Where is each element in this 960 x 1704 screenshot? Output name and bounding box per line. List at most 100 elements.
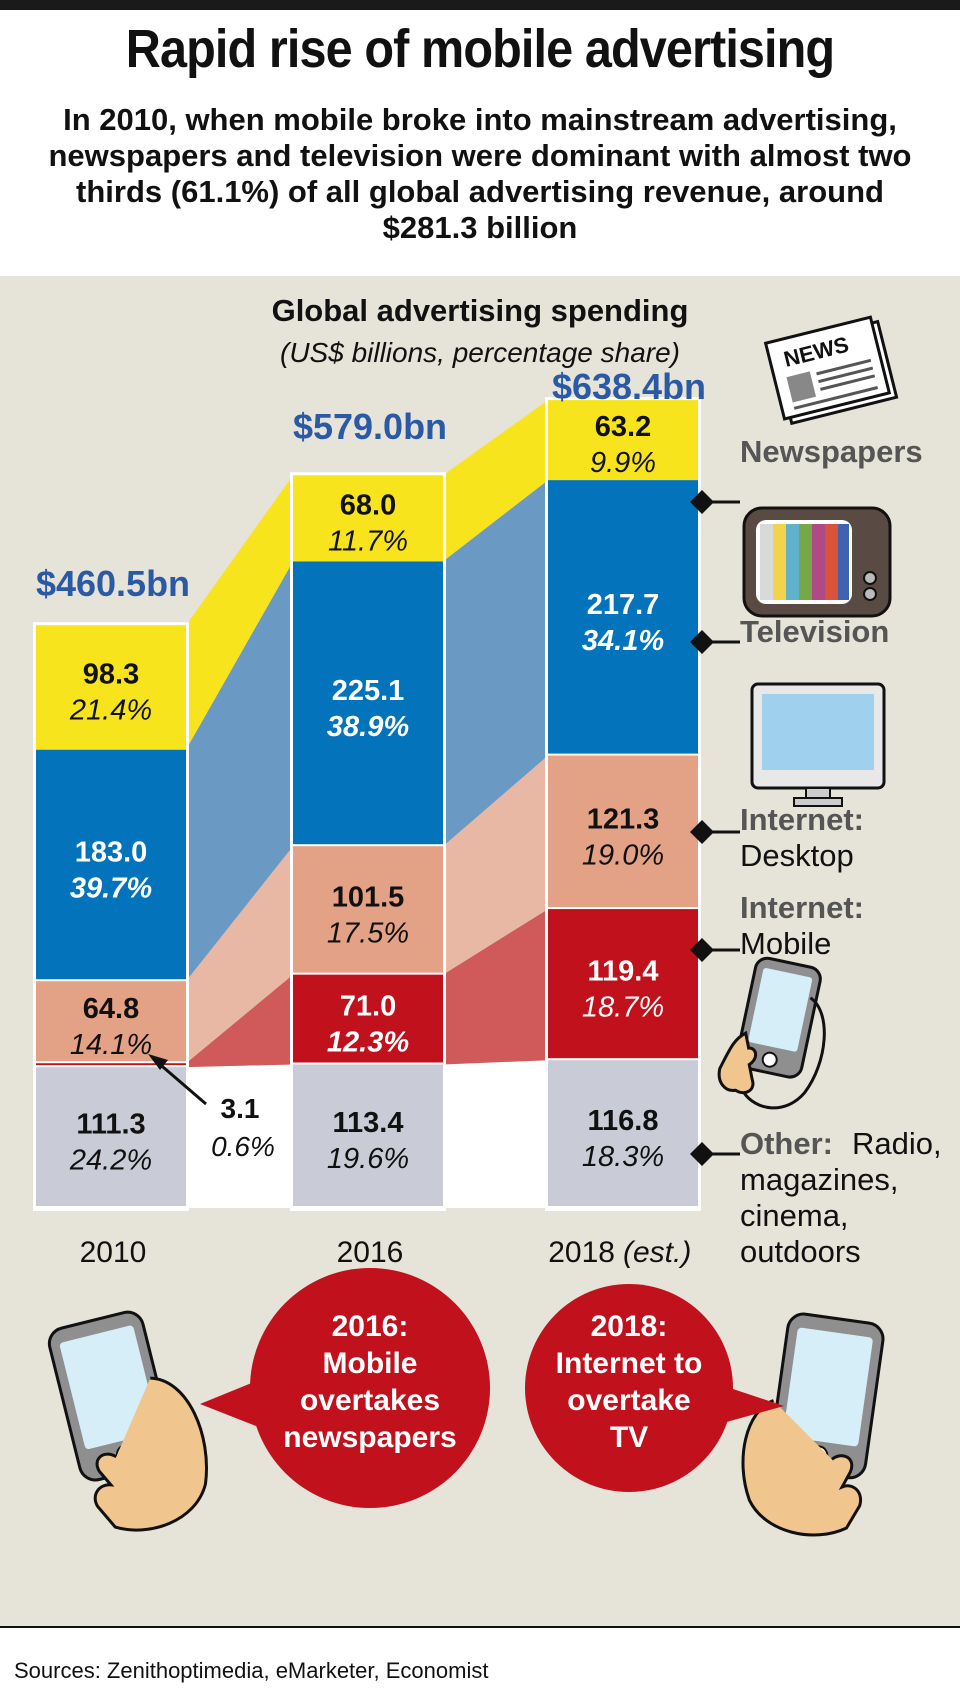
value-label-desktop-2016: 101.5 xyxy=(332,881,405,913)
pointer-desktop-diamond xyxy=(690,820,714,844)
value-label-other-2018: 116.8 xyxy=(588,1105,659,1137)
segment-labels: 111.3 24.2% 64.8 14.1% 183.0 39.7% 98.3 21.4% 11… xyxy=(69,411,664,1176)
newspaper-icon: NEWS xyxy=(763,315,899,426)
total-label-2018: $638.4bn xyxy=(552,366,706,407)
pct-label-newspapers-2016: 11.7% xyxy=(328,525,408,557)
total-label-2016: $579.0bn xyxy=(293,406,447,447)
pct-label-other-2010: 24.2% xyxy=(69,1145,152,1177)
sources-text: Sources: Zenithoptimedia, eMarketer, Eco… xyxy=(14,1658,489,1683)
value-label-mobile-2016: 71.0 xyxy=(340,991,396,1023)
flow-newspapers-2016-2018 xyxy=(443,400,548,562)
footer: Sources: Zenithoptimedia, eMarketer, Eco… xyxy=(0,1626,960,1704)
year-label-2010: 2010 xyxy=(80,1236,147,1269)
pointer-newspapers-diamond xyxy=(690,490,714,514)
pct-label-other-2016: 19.6% xyxy=(327,1143,409,1175)
flow-other-2016-2018 xyxy=(443,1060,548,1208)
year-note-2018: (est.) xyxy=(623,1236,691,1269)
pct-label-tv-2010: 39.7% xyxy=(70,872,152,904)
mobile-2010-value: 3.1 xyxy=(221,1093,260,1124)
legend-desktop: Desktop xyxy=(740,838,854,873)
value-label-newspapers-2016: 68.0 xyxy=(340,489,396,521)
legend-other-head: Other: xyxy=(740,1126,833,1161)
bar-mobile-2016 xyxy=(293,974,443,1063)
svg-text:overtake: overtake xyxy=(567,1384,690,1417)
pct-label-tv-2018: 34.1% xyxy=(582,625,664,657)
flow-desktop-2010-2016 xyxy=(186,846,293,1064)
flow-tv-2010-2016 xyxy=(186,561,293,982)
pct-label-newspapers-2010: 21.4% xyxy=(69,694,152,726)
pct-label-newspapers-2018: 9.9% xyxy=(590,447,656,479)
mobile-2010-pointer xyxy=(155,1059,207,1106)
year-label-2016: 2016 xyxy=(337,1236,404,1269)
value-label-mobile-2018: 119.4 xyxy=(588,956,659,988)
legend-desktop-head: Internet: xyxy=(740,802,864,837)
bar-mobile-2018 xyxy=(548,909,698,1059)
bar-other-2016 xyxy=(293,1064,443,1206)
legend-mobile: Mobile xyxy=(740,926,831,961)
value-label-other-2016: 113.4 xyxy=(333,1107,404,1139)
pointer-other-diamond xyxy=(690,1142,714,1166)
value-label-other-2010: 111.3 xyxy=(76,1109,145,1141)
flow-tv-2016-2018 xyxy=(443,480,548,847)
flow-desktop-2016-2018 xyxy=(443,755,548,975)
svg-text:2016:: 2016: xyxy=(332,1310,409,1343)
callout-2016: 2016: Mobile overtakes newspapers xyxy=(200,1268,490,1508)
legend-other-1: Radio, xyxy=(852,1126,942,1161)
value-label-tv-2010: 183.0 xyxy=(75,836,148,868)
bar-desktop-2010 xyxy=(36,981,186,1062)
pointer-mobile-diamond xyxy=(690,938,714,962)
pointer-television-diamond xyxy=(690,630,714,654)
legend-other-4: outdoors xyxy=(740,1234,861,1269)
bars xyxy=(33,397,701,1211)
flow-newspapers-2010-2016 xyxy=(186,475,293,750)
chart-panel: Global advertising spending (US$ billion… xyxy=(0,276,960,1626)
mobile-2010-pct: 0.6% xyxy=(211,1131,275,1162)
desktop-monitor-icon xyxy=(750,682,886,807)
value-label-desktop-2018: 121.3 xyxy=(587,803,660,835)
bar-tv-2010 xyxy=(36,749,186,980)
legend-newspapers: Newspapers xyxy=(740,434,923,469)
top-rule xyxy=(0,0,960,10)
svg-text:Mobile: Mobile xyxy=(323,1347,418,1380)
year-label-2018: 2018 xyxy=(548,1236,615,1269)
svg-text:Internet to: Internet to xyxy=(556,1347,703,1380)
legend-other-3: cinema, xyxy=(740,1198,849,1233)
page-subtitle: In 2010, when mobile broke into mainstre… xyxy=(48,102,912,245)
svg-text:overtakes: overtakes xyxy=(300,1384,440,1417)
pct-label-desktop-2018: 19.0% xyxy=(582,839,664,871)
chart-title: Global advertising spending xyxy=(272,293,689,328)
bar-newspapers-2010 xyxy=(36,625,186,750)
value-label-tv-2018: 217.7 xyxy=(587,589,660,621)
bar-other-2018 xyxy=(548,1060,698,1206)
flow-bands xyxy=(186,400,548,1208)
legend-pointers xyxy=(690,490,740,1166)
bar-tv-2018 xyxy=(548,480,698,754)
pct-label-tv-2016: 38.9% xyxy=(327,711,409,743)
total-label-2010: $460.5bn xyxy=(36,563,190,604)
bar-desktop-2016 xyxy=(293,846,443,973)
chart-subtitle: (US$ billions, percentage share) xyxy=(280,337,680,368)
bar-tv-2016 xyxy=(293,561,443,845)
phone-in-hand-right-icon xyxy=(741,1312,885,1537)
value-label-newspapers-2010: 98.3 xyxy=(83,658,139,690)
mobile-2010-pointer-head xyxy=(148,1054,168,1070)
pct-label-desktop-2016: 17.5% xyxy=(327,917,409,949)
bar-newspapers-2018 xyxy=(548,400,698,481)
legend-television: Television xyxy=(740,614,889,649)
pct-label-desktop-2010: 14.1% xyxy=(70,1029,152,1061)
pct-label-mobile-2018: 18.7% xyxy=(582,992,664,1024)
callout-2018: 2018: Internet to overtake TV xyxy=(525,1284,784,1492)
stacked-bar-chart: Global advertising spending (US$ billion… xyxy=(33,293,942,1537)
phone-in-hand-left-icon xyxy=(47,1310,208,1532)
bar-newspapers-2016 xyxy=(293,475,443,562)
bar-desktop-2018 xyxy=(548,755,698,908)
legend-other-2: magazines, xyxy=(740,1162,899,1197)
pct-label-mobile-2016: 12.3% xyxy=(327,1027,409,1059)
legend-mobile-head: Internet: xyxy=(740,890,864,925)
pct-label-other-2018: 18.3% xyxy=(582,1141,664,1173)
value-label-tv-2016: 225.1 xyxy=(332,675,405,707)
bar-mobile-2010 xyxy=(36,1063,186,1066)
flow-mobile-2016-2018 xyxy=(443,909,548,1065)
flow-other-2010-2016 xyxy=(186,1064,293,1208)
